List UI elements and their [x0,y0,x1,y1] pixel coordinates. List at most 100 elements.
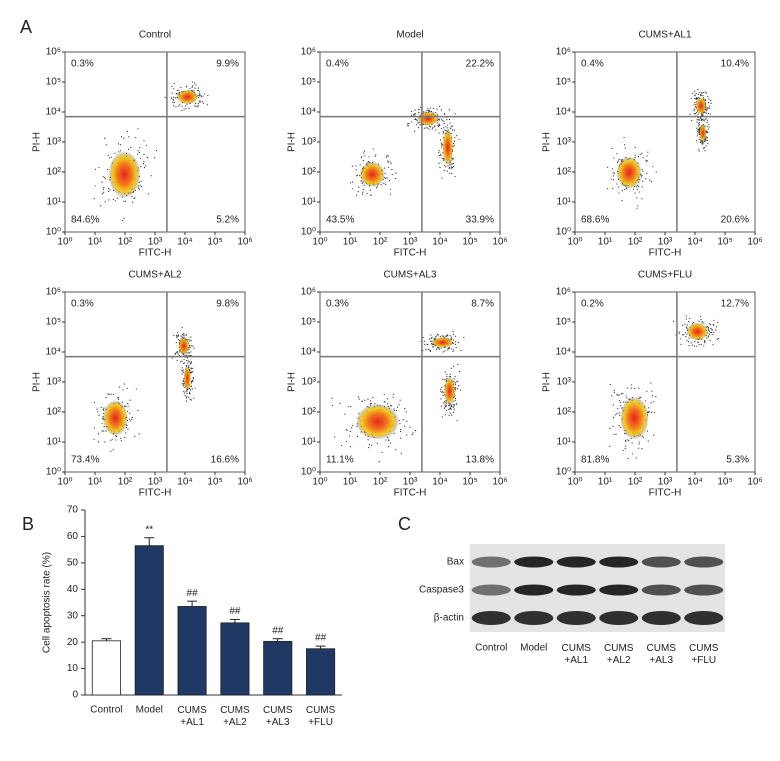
event-dot [701,142,703,144]
event-dot [387,160,389,162]
event-dot [443,392,445,394]
event-dot [453,144,455,146]
event-dot [176,359,178,361]
event-dot [383,393,385,395]
event-dot [190,361,192,363]
event-dot [455,341,457,343]
quadrant-label: 0.4% [581,59,604,70]
event-dot [119,150,122,152]
event-dot [363,152,365,154]
event-dot [679,331,681,333]
y-axis-label: PI-H [32,132,43,152]
event-dot [428,125,430,127]
event-dot [358,396,360,398]
event-dot [185,86,188,88]
event-dot [181,360,183,362]
event-dot [414,430,417,432]
event-dot [698,125,700,127]
event-dot [443,122,445,125]
event-dot [451,129,454,131]
event-dot [611,178,613,180]
event-dot [612,187,614,189]
event-dot [653,411,655,414]
significance-mark: ** [145,524,153,535]
event-dot [366,192,368,195]
event-dot [431,336,433,339]
event-dot [606,188,609,190]
band [556,584,596,596]
event-dot [442,131,444,133]
band [556,611,596,625]
event-dot [114,200,116,202]
event-dot [140,185,142,188]
event-dot [127,428,129,430]
event-dot [701,320,703,323]
y-tick-label: 10⁰ [556,467,571,478]
x-axis-label: FITC-H [139,248,172,259]
event-dot [706,137,709,139]
event-dot [387,155,389,157]
event-dot [110,450,112,452]
event-dot [696,345,698,347]
event-dot [452,349,455,351]
event-dot [135,388,137,390]
event-dot [705,112,707,114]
event-dot [426,127,429,129]
event-dot [693,345,696,347]
event-dot [704,150,706,152]
event-dot [183,392,185,394]
significance-mark: ## [272,625,284,636]
event-dot [155,149,158,152]
event-dot [388,438,390,440]
event-dot [703,141,706,143]
event-dot [121,219,124,222]
x-axis-label: FITC-H [139,488,172,499]
event-dot [197,87,200,89]
band [599,584,639,596]
quadrant-label: 0.2% [581,299,604,310]
event-dot [437,333,439,335]
bar [134,545,164,696]
band [514,584,554,596]
event-dot [687,340,690,343]
event-dot [345,440,347,443]
event-dot [387,446,390,448]
event-dot [139,184,141,186]
event-dot [451,172,453,175]
event-dot [705,118,707,120]
event-dot [139,157,142,159]
event-dot [349,182,352,184]
event-dot [711,331,713,333]
event-dot [454,386,456,389]
x-tick-label: 10⁵ [717,237,732,248]
event-dot [189,354,192,357]
event-dot [143,167,146,169]
event-dot [412,432,414,434]
event-dot [185,354,188,356]
event-dot [404,407,406,410]
event-dot [430,334,432,336]
event-dot [647,440,649,442]
band [599,611,639,625]
event-dot [177,339,179,341]
event-dot [440,155,442,157]
event-dot [145,144,148,146]
event-dot [191,345,193,347]
event-dot [183,332,185,335]
event-dot [368,444,370,446]
event-dot [170,97,173,99]
event-dot [395,449,397,451]
x-tick-label: 10² [118,477,133,488]
x-tick-label: Model [136,705,163,716]
event-dot [132,201,134,203]
x-axis-label: FITC-H [394,488,427,499]
x-tick-label: 10⁰ [567,477,582,488]
event-dot [104,176,106,179]
y-tick-label: 10⁰ [46,467,61,478]
event-dot [140,165,142,168]
y-tick-label: 10¹ [47,437,62,448]
event-dot [199,100,201,102]
event-dot [607,166,609,168]
event-dot [180,335,182,337]
event-dot [716,326,718,328]
